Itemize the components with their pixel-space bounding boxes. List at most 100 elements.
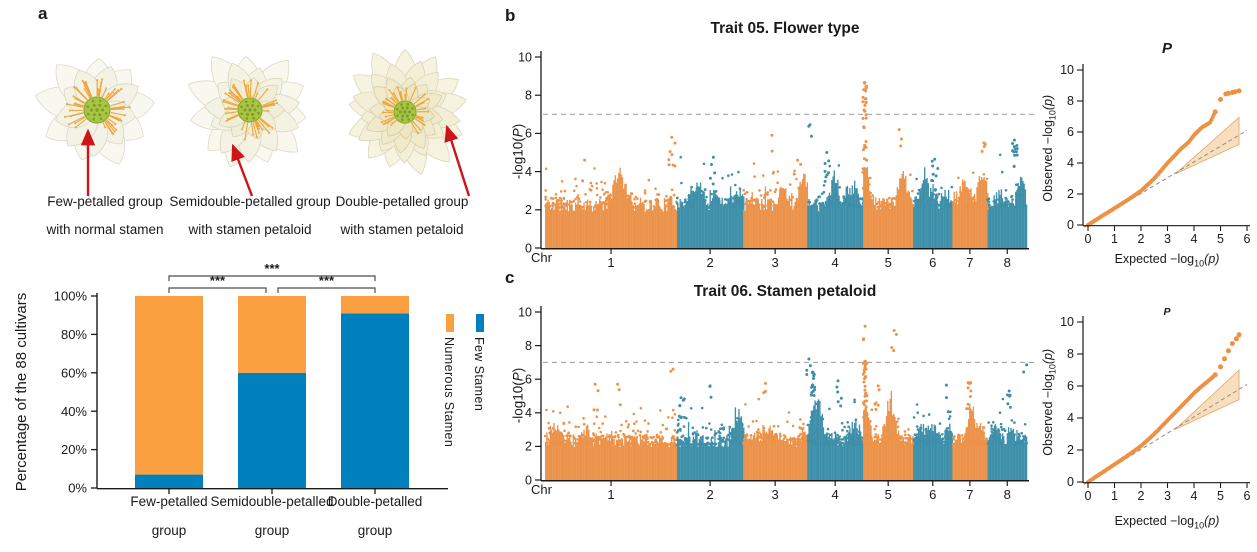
qq-top-point <box>1236 88 1242 94</box>
bar-y-tick-label: 60% <box>61 365 87 380</box>
bar-category-label: Semidouble-petalled <box>210 494 334 509</box>
legend-swatch-numerous-stamen <box>446 314 454 332</box>
manhattan-y-tick-label: 2 <box>525 203 532 217</box>
qq-b-title: P <box>1161 40 1172 57</box>
qq-y-tick-label: 6 <box>1067 125 1074 139</box>
manhattan-b-ylabel-var: P <box>510 128 526 138</box>
manhattan-b-ylabel-pre: -log10( <box>510 137 526 180</box>
qq-x-tick-label: 5 <box>1217 232 1224 246</box>
flower-caption-3-line2: with stamen petaloid <box>340 222 464 237</box>
qq-x-tick-label: 1 <box>1111 489 1118 503</box>
legend-label-few-stamen: Few Stamen <box>472 337 486 412</box>
qq-axes: 0 2 4 6 8 10 0 1 2 3 4 5 6 <box>1060 315 1250 503</box>
qq-top-point <box>1212 372 1218 378</box>
qq-y-tick-label: 0 <box>1067 475 1074 489</box>
flower-caption-1-line2: with normal stamen <box>46 222 164 237</box>
manhattan-c-ylabel-var: P <box>510 372 526 382</box>
bar-y-tick-label: 100% <box>54 289 88 304</box>
panel-b-label: b <box>505 6 516 25</box>
manhattan-y-tick-label: 8 <box>525 339 532 353</box>
qq-x-tick-label: 3 <box>1164 489 1171 503</box>
manhattan-b-ylabel-post: ) <box>510 123 526 129</box>
bar-category-label: Few-petalled <box>130 494 208 509</box>
qq-top-point <box>1218 97 1223 102</box>
chromosome-label: 2 <box>706 255 713 270</box>
manhattan-y-tick-label: 0 <box>525 241 532 255</box>
chromosome-label: 6 <box>929 487 936 502</box>
manhattan-b-title: Trait 05. Flower type <box>710 20 860 37</box>
chromosome-label: 4 <box>832 255 839 270</box>
qq-axes: 0 2 4 6 8 10 0 1 2 3 4 5 6 <box>1060 63 1250 246</box>
qq-b-ylabel-sub: 10 <box>1047 110 1058 121</box>
chromosome-label: 7 <box>966 255 973 270</box>
manhattan-y-tick-label: 10 <box>518 305 532 319</box>
manhattan-y-tick-label: 2 <box>525 440 532 454</box>
chromosome-label: 2 <box>706 487 713 502</box>
bar-category-label-line2: group <box>254 523 290 538</box>
qq-x-tick-label: 4 <box>1191 489 1198 503</box>
bar-segment-few-stamen <box>135 474 203 488</box>
qq-x-tick-label: 4 <box>1191 232 1198 246</box>
manhattan-c-ylabel: -log10(P) <box>511 316 526 476</box>
chromosome-label: 1 <box>607 487 614 502</box>
qq-c-xlabel-post: (p) <box>1204 514 1220 528</box>
flower-photo-double-petalled <box>348 48 467 176</box>
qq-b-ylabel-pre: Observed −log <box>1040 120 1055 202</box>
bar-category-label-line2: group <box>151 523 187 538</box>
qq-x-tick-label: 6 <box>1244 232 1251 246</box>
bar-y-tick-label: 20% <box>61 442 87 457</box>
bar-segment-few-stamen <box>238 372 306 488</box>
significance-bracket <box>277 287 376 293</box>
qq-b-ylabel-post: (p) <box>1040 94 1055 111</box>
manhattan-c-title: Trait 06. Stamen petaloid <box>693 283 877 300</box>
chromosome-label: 8 <box>1004 255 1011 270</box>
manhattan-y-tick-label: 4 <box>525 406 532 420</box>
qq-y-tick-label: 10 <box>1060 63 1074 77</box>
qq-curve-points <box>1086 332 1242 484</box>
qq-top-point <box>1218 364 1223 370</box>
confidence-band <box>1175 369 1240 430</box>
manhattan-b-ylabel: -log10(P) <box>511 72 526 232</box>
qq-y-tick-label: 10 <box>1060 315 1074 329</box>
flower-caption-2-line1: Semidouble-petalled group <box>169 194 331 209</box>
qq-y-tick-label: 8 <box>1067 347 1074 361</box>
flower-photo-semidouble-petalled <box>187 55 307 168</box>
qq-c-xlabel-sub: 10 <box>1194 520 1205 531</box>
flower-photo-few-petalled <box>34 57 155 165</box>
qq-y-tick-label: 2 <box>1067 187 1074 201</box>
qq-c-xlabel-pre: Expected −log <box>1114 514 1195 528</box>
chromosome-label: 4 <box>832 487 839 502</box>
qq-top-point <box>1225 348 1231 354</box>
manhattan-points <box>543 390 1028 480</box>
qq-c-ylabel-pre: Observed −log <box>1040 374 1055 456</box>
manhattan-peaks <box>581 80 1019 198</box>
chromosome-label: 5 <box>885 487 892 502</box>
qq-x-tick-label: 0 <box>1085 232 1092 246</box>
qq-curve-points <box>1086 88 1242 227</box>
manhattan-peaks <box>592 324 1029 438</box>
bar-segment-numerous-stamen <box>341 296 409 314</box>
qq-top-point <box>1212 109 1218 115</box>
qq-c-ylabel-post: (p) <box>1040 348 1055 365</box>
bar-axes: 0% 20% 40% 60% 80% 100% <box>54 289 448 496</box>
bar-category-label: Double-petalled <box>327 494 423 509</box>
significance-bracket <box>168 275 376 281</box>
qq-x-tick-label: 5 <box>1217 489 1224 503</box>
manhattan-c-ylabel-post: ) <box>510 367 526 373</box>
significance-stars: *** <box>264 261 280 276</box>
manhattan-y-tick-label: 8 <box>525 89 532 103</box>
stamen-ring <box>63 78 131 135</box>
legend-swatch-few-stamen <box>476 314 484 332</box>
qq-x-tick-label: 1 <box>1111 232 1118 246</box>
bar-y-axis-label: Percentage of the 88 cultivars <box>13 293 30 491</box>
bar-segment-few-stamen <box>341 313 409 488</box>
manhattan-y-tick-label: 4 <box>525 165 532 179</box>
manhattan-y-tick-label: 6 <box>525 373 532 387</box>
qq-plot-stamen-petaloid: 0 2 4 6 8 10 0 1 2 3 4 5 6 <box>1060 315 1250 503</box>
seed-pod <box>83 96 111 124</box>
qq-c-title: P <box>1163 306 1171 318</box>
chromosome-label: 6 <box>929 255 936 270</box>
